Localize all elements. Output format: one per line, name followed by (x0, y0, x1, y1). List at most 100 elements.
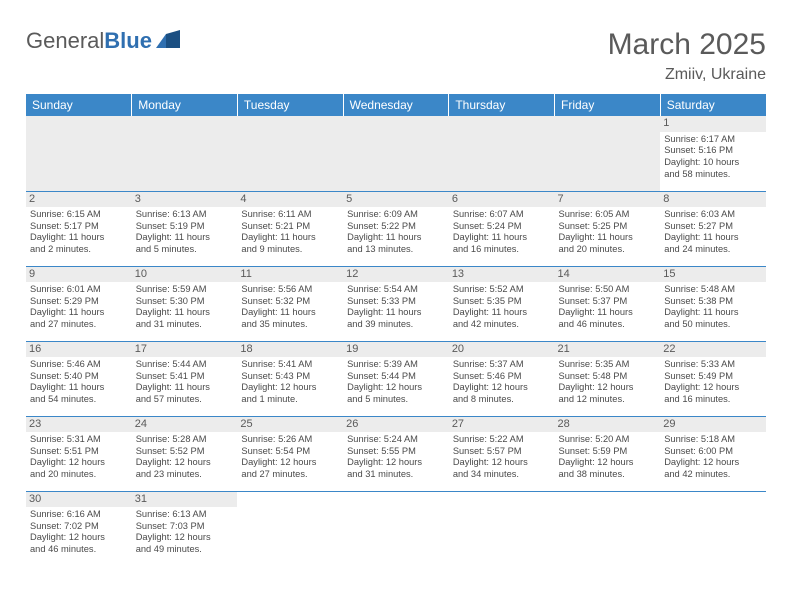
daylight-text: Daylight: 11 hours (559, 232, 657, 244)
sunrise-text: Sunrise: 6:13 AM (136, 209, 234, 221)
sunrise-text: Sunrise: 5:54 AM (347, 284, 445, 296)
daylight-text: and 16 minutes. (664, 394, 762, 406)
calendar-day-cell: 8Sunrise: 6:03 AMSunset: 5:27 PMDaylight… (660, 191, 766, 266)
calendar-day-cell: 18Sunrise: 5:41 AMSunset: 5:43 PMDayligh… (237, 341, 343, 416)
day-number: 15 (660, 267, 766, 283)
day-number: 13 (449, 267, 555, 283)
sunrise-text: Sunrise: 5:18 AM (664, 434, 762, 446)
calendar-day-cell: 10Sunrise: 5:59 AMSunset: 5:30 PMDayligh… (132, 266, 238, 341)
calendar-day-cell (343, 491, 449, 569)
sunrise-text: Sunrise: 6:17 AM (664, 134, 762, 146)
sunset-text: Sunset: 5:22 PM (347, 221, 445, 233)
daylight-text: and 42 minutes. (453, 319, 551, 331)
sunset-text: Sunset: 5:57 PM (453, 446, 551, 458)
brand-logo: GeneralBlue (26, 28, 182, 54)
calendar-day-cell: 22Sunrise: 5:33 AMSunset: 5:49 PMDayligh… (660, 341, 766, 416)
sunrise-text: Sunrise: 6:03 AM (664, 209, 762, 221)
daylight-text: Daylight: 12 hours (559, 382, 657, 394)
calendar-day-cell: 26Sunrise: 5:24 AMSunset: 5:55 PMDayligh… (343, 416, 449, 491)
sunrise-text: Sunrise: 5:59 AM (136, 284, 234, 296)
daylight-text: and 24 minutes. (664, 244, 762, 256)
calendar-day-cell (132, 116, 238, 191)
logo-mark-icon (156, 28, 182, 54)
calendar-day-cell: 4Sunrise: 6:11 AMSunset: 5:21 PMDaylight… (237, 191, 343, 266)
calendar-day-cell (26, 116, 132, 191)
daylight-text: Daylight: 12 hours (30, 532, 128, 544)
day-number: 16 (26, 342, 132, 358)
daylight-text: and 39 minutes. (347, 319, 445, 331)
weekday-header: Thursday (449, 94, 555, 116)
daylight-text: Daylight: 12 hours (30, 457, 128, 469)
daylight-text: and 12 minutes. (559, 394, 657, 406)
sunrise-text: Sunrise: 6:09 AM (347, 209, 445, 221)
sunrise-text: Sunrise: 5:37 AM (453, 359, 551, 371)
daylight-text: Daylight: 11 hours (453, 307, 551, 319)
sunrise-text: Sunrise: 5:39 AM (347, 359, 445, 371)
daylight-text: Daylight: 12 hours (347, 382, 445, 394)
day-number: 6 (449, 192, 555, 208)
calendar-day-cell (555, 116, 661, 191)
sunrise-text: Sunrise: 6:15 AM (30, 209, 128, 221)
day-number: 9 (26, 267, 132, 283)
sunrise-text: Sunrise: 5:22 AM (453, 434, 551, 446)
daylight-text: Daylight: 12 hours (453, 457, 551, 469)
day-number: 14 (555, 267, 661, 283)
calendar-day-cell: 31Sunrise: 6:13 AMSunset: 7:03 PMDayligh… (132, 491, 238, 569)
day-number: 29 (660, 417, 766, 433)
daylight-text: and 20 minutes. (30, 469, 128, 481)
weekday-header: Wednesday (343, 94, 449, 116)
daylight-text: and 27 minutes. (30, 319, 128, 331)
day-number: 5 (343, 192, 449, 208)
calendar-day-cell: 17Sunrise: 5:44 AMSunset: 5:41 PMDayligh… (132, 341, 238, 416)
day-number: 25 (237, 417, 343, 433)
daylight-text: and 49 minutes. (136, 544, 234, 556)
daylight-text: Daylight: 12 hours (664, 382, 762, 394)
sunset-text: Sunset: 5:35 PM (453, 296, 551, 308)
calendar-day-cell: 28Sunrise: 5:20 AMSunset: 5:59 PMDayligh… (555, 416, 661, 491)
sunset-text: Sunset: 5:17 PM (30, 221, 128, 233)
sunrise-text: Sunrise: 5:35 AM (559, 359, 657, 371)
calendar-day-cell: 29Sunrise: 5:18 AMSunset: 6:00 PMDayligh… (660, 416, 766, 491)
calendar-day-cell (237, 116, 343, 191)
sunset-text: Sunset: 5:37 PM (559, 296, 657, 308)
day-number: 12 (343, 267, 449, 283)
daylight-text: and 46 minutes. (559, 319, 657, 331)
sunrise-text: Sunrise: 6:13 AM (136, 509, 234, 521)
title-block: March 2025 Zmiiv, Ukraine (608, 28, 766, 84)
calendar-day-cell: 23Sunrise: 5:31 AMSunset: 5:51 PMDayligh… (26, 416, 132, 491)
daylight-text: Daylight: 12 hours (241, 457, 339, 469)
calendar-day-cell: 11Sunrise: 5:56 AMSunset: 5:32 PMDayligh… (237, 266, 343, 341)
brand-part2: Blue (104, 28, 152, 54)
calendar-table: SundayMondayTuesdayWednesdayThursdayFrid… (26, 94, 766, 569)
calendar-day-cell: 2Sunrise: 6:15 AMSunset: 5:17 PMDaylight… (26, 191, 132, 266)
daylight-text: Daylight: 12 hours (136, 532, 234, 544)
sunrise-text: Sunrise: 5:56 AM (241, 284, 339, 296)
sunrise-text: Sunrise: 5:28 AM (136, 434, 234, 446)
day-number: 30 (26, 492, 132, 508)
calendar-week-row: 23Sunrise: 5:31 AMSunset: 5:51 PMDayligh… (26, 416, 766, 491)
day-number: 7 (555, 192, 661, 208)
day-number: 1 (660, 116, 766, 132)
weekday-header: Friday (555, 94, 661, 116)
sunset-text: Sunset: 5:33 PM (347, 296, 445, 308)
sunrise-text: Sunrise: 5:48 AM (664, 284, 762, 296)
brand-part1: General (26, 28, 104, 54)
sunrise-text: Sunrise: 5:44 AM (136, 359, 234, 371)
daylight-text: Daylight: 11 hours (347, 232, 445, 244)
day-number: 17 (132, 342, 238, 358)
day-number: 23 (26, 417, 132, 433)
daylight-text: Daylight: 12 hours (453, 382, 551, 394)
daylight-text: Daylight: 11 hours (664, 307, 762, 319)
calendar-day-cell: 21Sunrise: 5:35 AMSunset: 5:48 PMDayligh… (555, 341, 661, 416)
daylight-text: Daylight: 11 hours (136, 232, 234, 244)
calendar-week-row: 1Sunrise: 6:17 AMSunset: 5:16 PMDaylight… (26, 116, 766, 191)
day-number: 2 (26, 192, 132, 208)
calendar-week-row: 9Sunrise: 6:01 AMSunset: 5:29 PMDaylight… (26, 266, 766, 341)
calendar-header-row: SundayMondayTuesdayWednesdayThursdayFrid… (26, 94, 766, 116)
sunset-text: Sunset: 5:41 PM (136, 371, 234, 383)
sunset-text: Sunset: 5:48 PM (559, 371, 657, 383)
sunset-text: Sunset: 5:44 PM (347, 371, 445, 383)
sunset-text: Sunset: 7:02 PM (30, 521, 128, 533)
sunset-text: Sunset: 5:29 PM (30, 296, 128, 308)
calendar-week-row: 16Sunrise: 5:46 AMSunset: 5:40 PMDayligh… (26, 341, 766, 416)
